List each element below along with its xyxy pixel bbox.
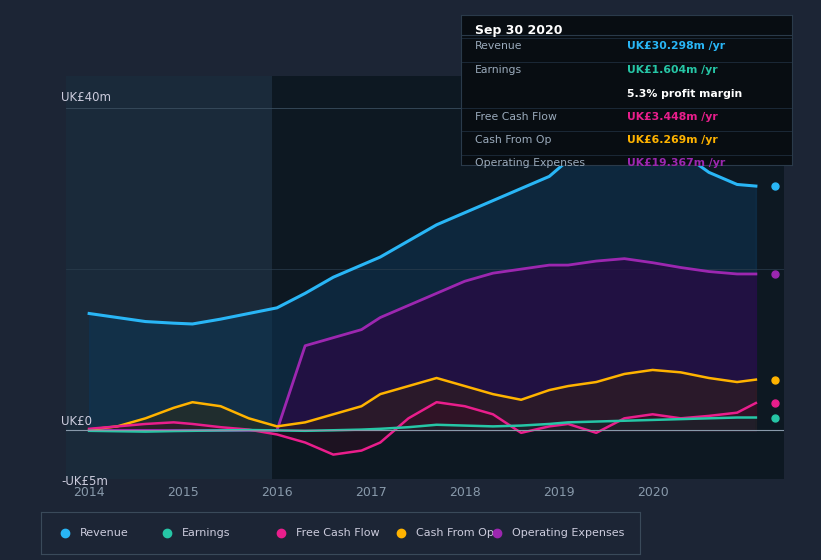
Text: Operating Expenses: Operating Expenses xyxy=(475,158,585,169)
Text: UK£1.604m /yr: UK£1.604m /yr xyxy=(627,66,718,76)
Text: UK£0: UK£0 xyxy=(61,415,92,428)
Bar xyxy=(273,76,784,479)
Text: Cash From Op: Cash From Op xyxy=(475,135,551,145)
Text: UK£19.367m /yr: UK£19.367m /yr xyxy=(627,158,725,169)
Text: Revenue: Revenue xyxy=(80,529,129,538)
Text: Operating Expenses: Operating Expenses xyxy=(511,529,624,538)
Text: Free Cash Flow: Free Cash Flow xyxy=(296,529,379,538)
Text: UK£6.269m /yr: UK£6.269m /yr xyxy=(627,135,718,145)
Text: UK£30.298m /yr: UK£30.298m /yr xyxy=(627,41,725,52)
Text: -UK£5m: -UK£5m xyxy=(61,475,108,488)
Text: Cash From Op: Cash From Op xyxy=(415,529,493,538)
Text: Sep 30 2020: Sep 30 2020 xyxy=(475,24,562,37)
Text: Free Cash Flow: Free Cash Flow xyxy=(475,112,557,122)
Text: Revenue: Revenue xyxy=(475,41,522,52)
Text: 5.3% profit margin: 5.3% profit margin xyxy=(627,88,742,99)
Text: UK£40m: UK£40m xyxy=(61,91,111,104)
Text: Earnings: Earnings xyxy=(182,529,231,538)
Text: UK£3.448m /yr: UK£3.448m /yr xyxy=(627,112,718,122)
Text: Earnings: Earnings xyxy=(475,66,522,76)
